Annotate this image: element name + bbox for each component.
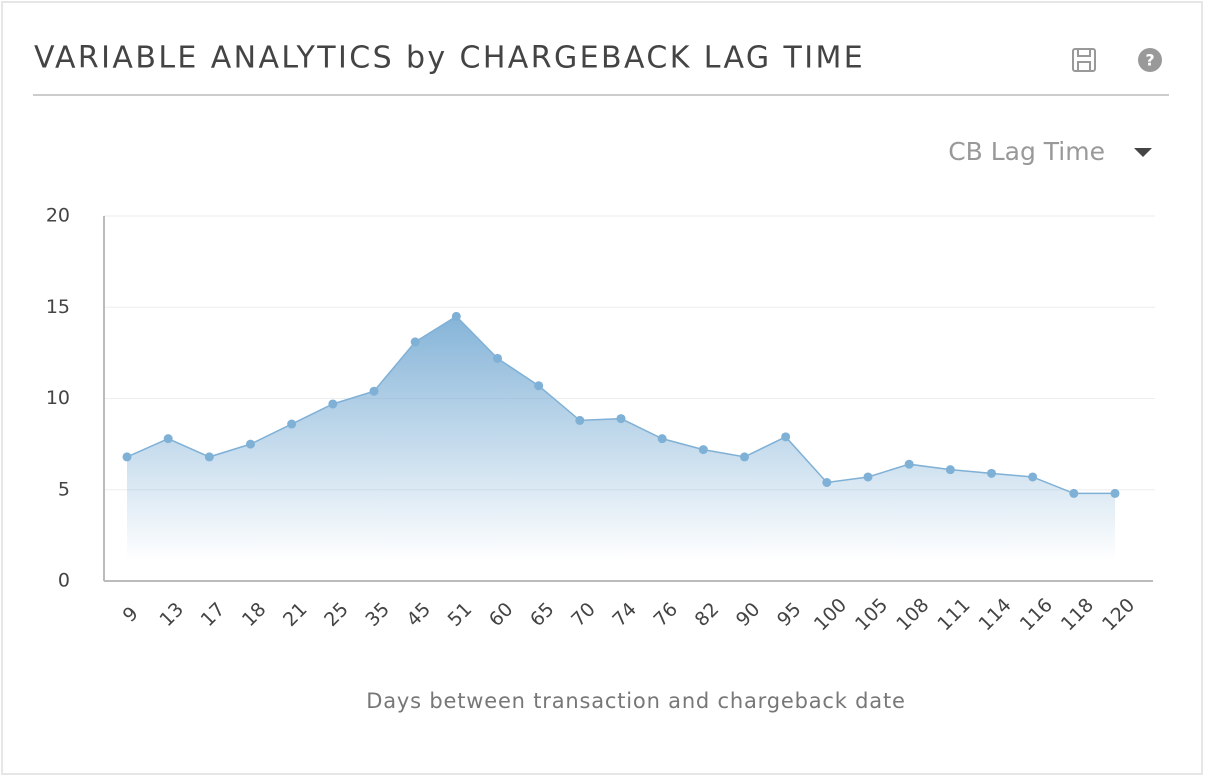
point bbox=[698, 445, 708, 455]
point bbox=[863, 472, 873, 482]
point bbox=[657, 434, 667, 444]
x-axis-title: Days between transaction and chargeback … bbox=[366, 689, 905, 713]
point bbox=[493, 353, 502, 363]
point bbox=[1110, 488, 1120, 498]
point bbox=[534, 381, 544, 391]
point bbox=[987, 468, 996, 478]
point bbox=[822, 477, 832, 487]
point bbox=[1028, 472, 1038, 482]
point bbox=[781, 432, 791, 442]
area bbox=[127, 316, 1115, 561]
point bbox=[616, 414, 626, 424]
point bbox=[410, 337, 420, 347]
dropdown-label[interactable]: CB Lag Time bbox=[948, 137, 1105, 166]
point bbox=[163, 434, 173, 444]
point bbox=[904, 459, 914, 469]
svg-text:?: ? bbox=[1145, 51, 1154, 70]
y-tick-label: 0 bbox=[58, 570, 70, 592]
y-tick-label: 5 bbox=[58, 478, 70, 500]
point bbox=[287, 419, 297, 429]
point bbox=[122, 452, 132, 462]
y-tick-label: 15 bbox=[46, 296, 70, 318]
point bbox=[1069, 488, 1079, 498]
point bbox=[945, 465, 955, 475]
point bbox=[246, 439, 255, 449]
save-icon[interactable] bbox=[1072, 48, 1096, 72]
dropdown[interactable]: CB Lag Time bbox=[948, 137, 1152, 166]
point bbox=[328, 399, 338, 409]
point bbox=[451, 311, 461, 321]
point bbox=[575, 415, 585, 425]
help-icon[interactable]: ? bbox=[1138, 48, 1162, 72]
widget-title: VARIABLE ANALYTICS by CHARGEBACK LAG TIM… bbox=[34, 41, 865, 76]
dropdown-arrow[interactable] bbox=[1134, 148, 1152, 157]
point bbox=[369, 386, 379, 396]
point bbox=[740, 452, 749, 462]
point bbox=[204, 452, 214, 462]
y-tick-label: 10 bbox=[46, 387, 70, 409]
y-tick-label: 20 bbox=[46, 205, 70, 227]
